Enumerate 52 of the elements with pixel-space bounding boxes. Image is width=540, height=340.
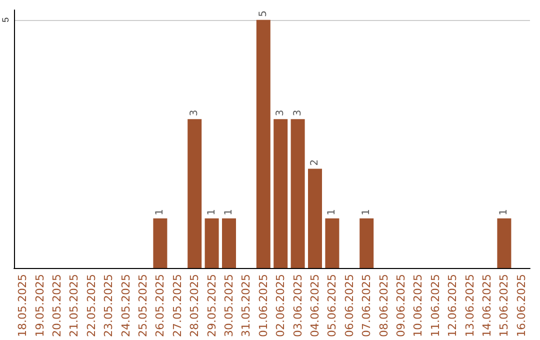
data-label: 1: [361, 209, 372, 216]
data-label: 2: [310, 159, 320, 166]
x-tick-label: 28.05.2025: [188, 274, 202, 338]
data-label: 3: [189, 110, 200, 116]
bar: [497, 218, 512, 268]
bar: [256, 20, 270, 268]
x-tick-label: 27.05.2025: [170, 274, 184, 338]
x-tick-label: 12.06.2025: [446, 274, 460, 338]
x-tick-label: 03.06.2025: [291, 274, 304, 338]
data-label: 3: [275, 110, 286, 116]
bar: [290, 119, 305, 268]
bar: [274, 119, 288, 268]
x-tick-label: 31.05.2025: [240, 274, 253, 338]
bar: [222, 218, 236, 268]
data-label: 5: [258, 10, 269, 17]
x-tick-label: 11.06.2025: [428, 274, 442, 338]
x-tick-label: 21.05.2025: [68, 274, 81, 338]
data-label: 1: [154, 209, 166, 216]
x-tick-label: 13.06.2025: [463, 274, 476, 338]
bar: [360, 218, 374, 268]
x-tick-label: 22.05.2025: [84, 274, 98, 338]
bar: [325, 218, 340, 268]
x-tick-label: 30.05.2025: [222, 274, 236, 338]
x-tick-label: 02.06.2025: [274, 274, 288, 338]
x-tick-label: 29.05.2025: [205, 274, 218, 338]
x-tick-label: 19.05.2025: [33, 274, 46, 338]
x-tick-label: 01.06.2025: [256, 274, 270, 338]
data-label: 1: [326, 209, 338, 216]
x-tick-label: 08.06.2025: [377, 274, 390, 338]
x-tick-label: 16.06.2025: [514, 274, 528, 338]
x-tick-label: 25.05.2025: [136, 274, 150, 338]
x-tick-label: 18.05.2025: [16, 274, 30, 338]
x-tick-label: 23.05.2025: [102, 274, 116, 338]
x-tick-label: 06.06.2025: [342, 274, 356, 338]
data-label: 1: [498, 209, 510, 216]
bar: [204, 218, 219, 268]
x-tick-label: 20.05.2025: [50, 274, 64, 338]
bar: [153, 218, 168, 268]
data-label: 1: [224, 209, 234, 216]
x-tick-label: 10.06.2025: [412, 274, 425, 338]
x-tick-label: 07.06.2025: [360, 274, 374, 338]
x-tick-label: 05.06.2025: [326, 274, 339, 338]
x-tick-label: 15.06.2025: [498, 274, 511, 338]
bar: [188, 119, 202, 268]
x-tick-label: 09.06.2025: [394, 274, 408, 338]
x-tick-label: 24.05.2025: [119, 274, 132, 338]
bar: [308, 168, 322, 268]
x-tick-label: 04.06.2025: [308, 274, 322, 338]
data-label: 3: [292, 110, 304, 116]
data-label: 1: [206, 209, 218, 216]
x-tick-label: 26.05.2025: [154, 274, 167, 338]
x-tick-label: 14.06.2025: [480, 274, 494, 338]
